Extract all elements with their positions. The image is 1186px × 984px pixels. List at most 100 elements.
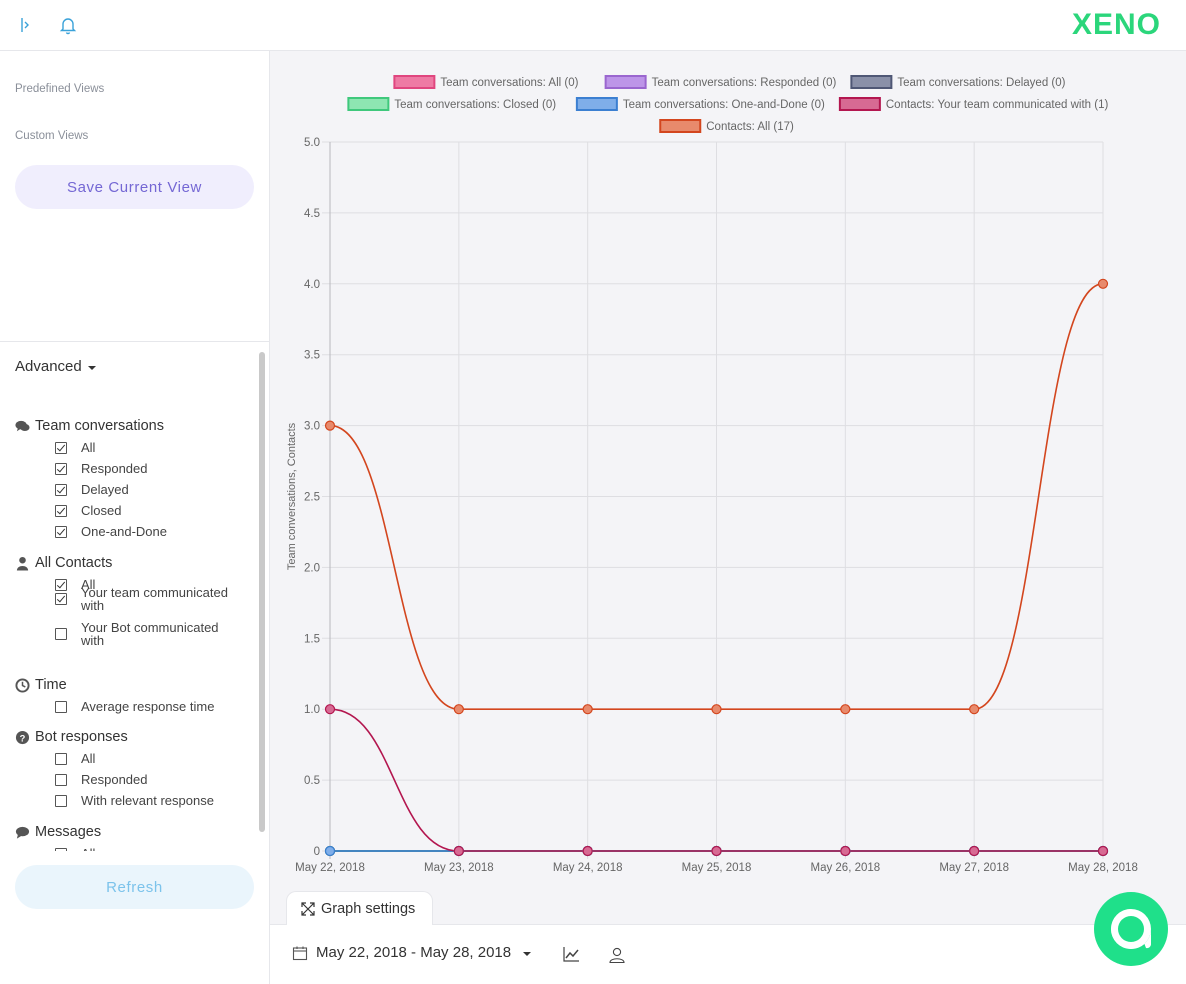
y-tick-label: 2.5	[304, 492, 320, 504]
legend-label[interactable]: Team conversations: One-and-Done (0)	[623, 99, 825, 111]
graph-settings-tab[interactable]: Graph settings	[286, 891, 433, 925]
filter-option[interactable]: With relevant response	[55, 794, 241, 807]
y-tick-label: 2.0	[304, 562, 320, 574]
filter-option-label: Average response time	[81, 699, 215, 714]
xeno-logo[interactable]: XENO	[1072, 8, 1172, 41]
legend-label[interactable]: Team conversations: Closed (0)	[394, 99, 556, 111]
filter-option-label: All	[81, 577, 96, 592]
filter-scrollbar[interactable]	[258, 352, 266, 832]
filter-option[interactable]: All	[55, 578, 241, 591]
date-range-picker[interactable]: May 22, 2018 - May 28, 2018	[292, 944, 532, 961]
filter-option[interactable]: Responded	[55, 773, 241, 786]
line-chart: Team conversations: All (0) Team conversa…	[286, 75, 1138, 874]
graph-settings-label: Graph settings	[321, 900, 416, 917]
data-point[interactable]	[453, 704, 464, 715]
filter-group-header[interactable]: Team conversations	[15, 418, 164, 434]
legend-swatch[interactable]	[850, 75, 893, 89]
y-tick-label: 3.0	[304, 421, 320, 433]
filter-checkbox[interactable]	[55, 526, 67, 538]
filter-list: Team conversations All Responded Delayed Clo…	[0, 352, 258, 851]
legend-swatch[interactable]	[347, 97, 390, 111]
legend-label[interactable]: Team conversations: Delayed (0)	[897, 77, 1065, 89]
filter-option[interactable]: One-and-Done	[55, 525, 241, 538]
data-point[interactable]	[840, 704, 851, 715]
data-point[interactable]	[711, 845, 722, 857]
refresh-button[interactable]: Refresh	[15, 865, 254, 909]
filter-checkbox[interactable]	[55, 848, 67, 851]
data-point[interactable]	[582, 704, 593, 715]
filter-option[interactable]: Delayed	[55, 483, 241, 496]
filter-option-label: One-and-Done	[81, 524, 167, 539]
legend-swatch[interactable]	[393, 75, 436, 89]
data-point[interactable]	[969, 845, 980, 857]
filter-checkbox[interactable]	[55, 505, 67, 517]
custom-views-label[interactable]: Custom Views	[15, 130, 89, 142]
data-point[interactable]	[324, 845, 336, 857]
filter-checkbox[interactable]	[55, 701, 67, 713]
line-chart-icon[interactable]	[562, 945, 580, 968]
advanced-label: Advanced	[15, 358, 82, 375]
chat-bubble-button[interactable]	[1094, 892, 1168, 966]
user-icon	[15, 556, 30, 571]
data-point[interactable]	[324, 704, 336, 715]
filter-group-header[interactable]: Messages	[15, 824, 101, 840]
date-range-label: May 22, 2018 - May 28, 2018	[316, 944, 512, 961]
filter-checkbox[interactable]	[55, 579, 67, 591]
filter-checkbox[interactable]	[55, 774, 67, 786]
legend-swatch[interactable]	[838, 97, 881, 111]
data-point[interactable]	[582, 845, 593, 857]
x-tick-label: May 28, 2018	[1068, 862, 1138, 874]
filter-option-label: Your team communicated with	[81, 585, 228, 613]
x-tick-label: May 24, 2018	[553, 862, 623, 874]
y-tick-label: 3.5	[304, 350, 320, 362]
data-point[interactable]	[1097, 845, 1109, 857]
filter-checkbox[interactable]	[55, 463, 67, 475]
filter-option[interactable]: All	[55, 441, 241, 454]
filter-checkbox[interactable]	[55, 753, 67, 765]
filter-option[interactable]: Your Bot communicated with	[55, 621, 241, 647]
save-current-view-button[interactable]: Save Current View	[15, 165, 254, 209]
legend-swatch[interactable]	[604, 75, 647, 89]
filter-checkbox[interactable]	[55, 795, 67, 807]
legend-label[interactable]: Team conversations: Responded (0)	[652, 77, 837, 89]
filter-option[interactable]: Closed	[55, 504, 241, 517]
legend-label[interactable]: Team conversations: All (0)	[440, 77, 578, 89]
bell-icon[interactable]	[57, 14, 79, 36]
filter-checkbox[interactable]	[55, 442, 67, 454]
filter-checkbox[interactable]	[55, 484, 67, 496]
data-point[interactable]	[324, 420, 336, 431]
filter-group-header[interactable]: All Contacts	[15, 555, 112, 571]
data-point[interactable]	[453, 845, 464, 857]
y-tick-label: 0.5	[304, 775, 320, 787]
legend-label[interactable]: Contacts: All (17)	[706, 121, 794, 133]
legend-label[interactable]: Contacts: Your team communicated with (1…	[886, 99, 1109, 111]
sidebar-toggle-icon[interactable]	[14, 14, 36, 36]
filter-option-label: Responded	[81, 461, 148, 476]
filter-option-label: With relevant response	[81, 793, 214, 808]
filter-group-header[interactable]: Time	[15, 677, 67, 693]
filter-checkbox[interactable]	[55, 628, 67, 640]
filter-option[interactable]: All	[55, 752, 241, 765]
bottom-toolbar	[270, 924, 1186, 984]
filter-option[interactable]: Your team communicated with	[55, 586, 241, 612]
data-point[interactable]	[1097, 278, 1109, 289]
data-point[interactable]	[969, 704, 980, 715]
filter-checkbox[interactable]	[55, 593, 67, 605]
advanced-dropdown[interactable]: Advanced	[15, 358, 96, 375]
y-axis-label: Team conversations, Contacts	[286, 422, 298, 570]
legend-swatch[interactable]	[575, 97, 618, 111]
filter-option[interactable]: Average response time	[55, 700, 241, 713]
filter-group-header[interactable]: ? Bot responses	[15, 729, 128, 745]
data-point[interactable]	[711, 704, 722, 715]
user-icon[interactable]	[608, 946, 626, 969]
data-point[interactable]	[840, 845, 851, 857]
caret-down-icon	[87, 365, 96, 370]
sidebar: Predefined Views Custom Views Save Curre…	[0, 51, 270, 984]
filter-option[interactable]: Responded	[55, 462, 241, 475]
scrollbar-thumb[interactable]	[259, 352, 265, 832]
predefined-views-label[interactable]: Predefined Views	[15, 83, 105, 95]
filter-group-title: Bot responses	[35, 729, 128, 745]
filter-group-title: Messages	[35, 824, 102, 840]
filter-option[interactable]: All	[55, 847, 241, 851]
legend-swatch[interactable]	[659, 119, 702, 133]
